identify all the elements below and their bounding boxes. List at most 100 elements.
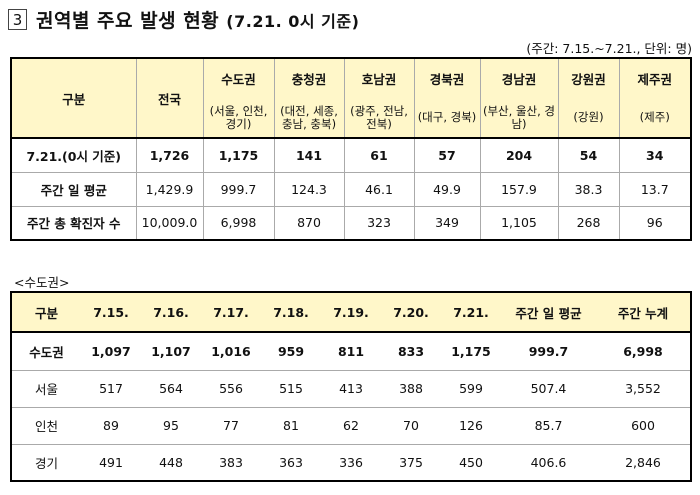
row-label: 서울	[11, 369, 81, 407]
cell: 157.9	[480, 171, 559, 206]
cell: 959	[261, 331, 321, 370]
cell: 62	[321, 406, 381, 444]
capital-section-label: <수도권>	[14, 275, 70, 290]
column-header: 7.18.	[273, 304, 309, 320]
cell: 556	[201, 369, 261, 407]
region-name: 경북권	[414, 58, 481, 98]
title-main: 권역별 주요 발생 현황	[36, 10, 220, 32]
cell: 1,429.9	[136, 171, 204, 206]
cell: 448	[141, 443, 201, 481]
cell: 1,726	[136, 137, 204, 172]
region-name: 호남권	[344, 58, 415, 98]
region-sub: (부산, 울산, 경남)	[480, 98, 559, 138]
cell: 1,016	[201, 331, 261, 370]
cell: 564	[141, 369, 201, 407]
region-sub: (서울, 인천, 경기)	[203, 98, 275, 138]
table-row: 서울 517 564 556 515 413 388 599 507.4 3,5…	[11, 369, 691, 407]
cell: 450	[441, 443, 501, 481]
cell: 38.3	[558, 171, 620, 206]
cell: 388	[381, 369, 441, 407]
column-header: 7.17.	[213, 304, 249, 320]
cell: 77	[201, 406, 261, 444]
cell: 96	[619, 205, 691, 240]
column-header: 구분	[34, 305, 58, 321]
table-row: 주간 일 평균 1,429.9 999.7 124.3 46.1 49.9 15…	[11, 171, 691, 206]
cell: 6,998	[596, 331, 691, 370]
cell: 870	[274, 205, 345, 240]
region-sub: (제주)	[639, 110, 670, 124]
cell: 1,175	[203, 137, 275, 172]
column-header: 주간 누계	[617, 305, 669, 321]
cell: 2,846	[596, 443, 691, 481]
cell: 383	[201, 443, 261, 481]
cell: 1,107	[141, 331, 201, 370]
cell: 70	[381, 406, 441, 444]
page-title: 권역별 주요 발생 현황 (7.21. 0시 기준)	[36, 6, 359, 33]
table-row: 인천 89 95 77 81 62 70 126 85.7 600	[11, 406, 691, 444]
cell: 61	[344, 137, 415, 172]
cell: 85.7	[501, 406, 596, 444]
cell: 1,097	[81, 331, 141, 370]
region-name: 경남권	[480, 58, 559, 98]
row-label: 수도권	[11, 331, 81, 370]
unit-note: (주간: 7.15.~7.21., 단위: 명)	[526, 41, 692, 56]
regional-header-row: 구분 전국 수도권 충청권 호남권 경북권 경남권 강원권 제주권	[11, 58, 691, 138]
region-sub: (광주, 전남, 전북)	[344, 98, 415, 138]
cell: 323	[344, 205, 415, 240]
column-header: 주간 일 평균	[515, 305, 582, 321]
cell: 268	[558, 205, 620, 240]
cell: 406.6	[501, 443, 596, 481]
cell: 811	[321, 331, 381, 370]
regional-subheader-row: (서울, 인천, 경기) (대전, 세종, 충남, 충북) (광주, 전남, 전…	[11, 98, 691, 138]
column-header: 7.21.	[453, 304, 489, 320]
nation-label: 전국	[136, 58, 204, 138]
region-name: 수도권	[203, 58, 275, 98]
title-sub: (7.21. 0시 기준)	[226, 12, 360, 31]
cell: 34	[619, 137, 691, 172]
table-row: 주간 총 확진자 수 10,009.0 6,998 870 323 349 1,…	[11, 205, 691, 240]
capital-header-row: 구분 7.15. 7.16. 7.17. 7.18. 7.19. 7.20. 7…	[11, 292, 691, 332]
row-label: 7.21.(0시 기준)	[11, 137, 137, 172]
cell: 600	[596, 406, 691, 444]
table-row: 7.21.(0시 기준) 1,726 1,175 141 61 57 204 5…	[11, 137, 691, 172]
cell: 491	[81, 443, 141, 481]
cell: 336	[321, 443, 381, 481]
row-label: 주간 일 평균	[11, 171, 137, 206]
column-header: 7.20.	[393, 304, 429, 320]
cell: 6,998	[203, 205, 275, 240]
cell: 49.9	[414, 171, 481, 206]
column-header: 7.19.	[333, 304, 369, 320]
capital-table: 구분 7.15. 7.16. 7.17. 7.18. 7.19. 7.20. 7…	[10, 291, 692, 482]
cell: 46.1	[344, 171, 415, 206]
region-sub: (강원)	[558, 98, 620, 138]
cell: 413	[321, 369, 381, 407]
cell: 517	[81, 369, 141, 407]
cell: 10,009.0	[136, 205, 204, 240]
section-number: 3	[8, 9, 27, 30]
cell: 204	[480, 137, 559, 172]
cell: 54	[558, 137, 620, 172]
table-row: 경기 491 448 383 363 336 375 450 406.6 2,8…	[11, 443, 691, 481]
cell: 124.3	[274, 171, 345, 206]
region-name: 강원권	[558, 58, 620, 98]
cell: 126	[441, 406, 501, 444]
cell: 81	[261, 406, 321, 444]
cell: 375	[381, 443, 441, 481]
table-row: 수도권 1,097 1,107 1,016 959 811 833 1,175 …	[11, 331, 691, 370]
row-label: 경기	[11, 443, 81, 481]
cell: 141	[274, 137, 345, 172]
cell: 999.7	[203, 171, 275, 206]
region-sub: (대구, 경북)	[414, 98, 481, 138]
cell: 833	[381, 331, 441, 370]
cell: 515	[261, 369, 321, 407]
cell: 349	[414, 205, 481, 240]
region-sub: (대전, 세종, 충남, 충북)	[274, 98, 345, 138]
column-header: 7.16.	[153, 304, 189, 320]
row-label: 주간 총 확진자 수	[11, 205, 137, 240]
regional-table: 구분 전국 수도권 충청권 호남권 경북권 경남권 강원권 제주권 (서울, 인…	[10, 57, 692, 241]
cell: 1,175	[441, 331, 501, 370]
cell: 507.4	[501, 369, 596, 407]
column-header: 7.15.	[93, 304, 129, 320]
corner-label: 구분	[11, 58, 137, 138]
row-label: 인천	[11, 406, 81, 444]
